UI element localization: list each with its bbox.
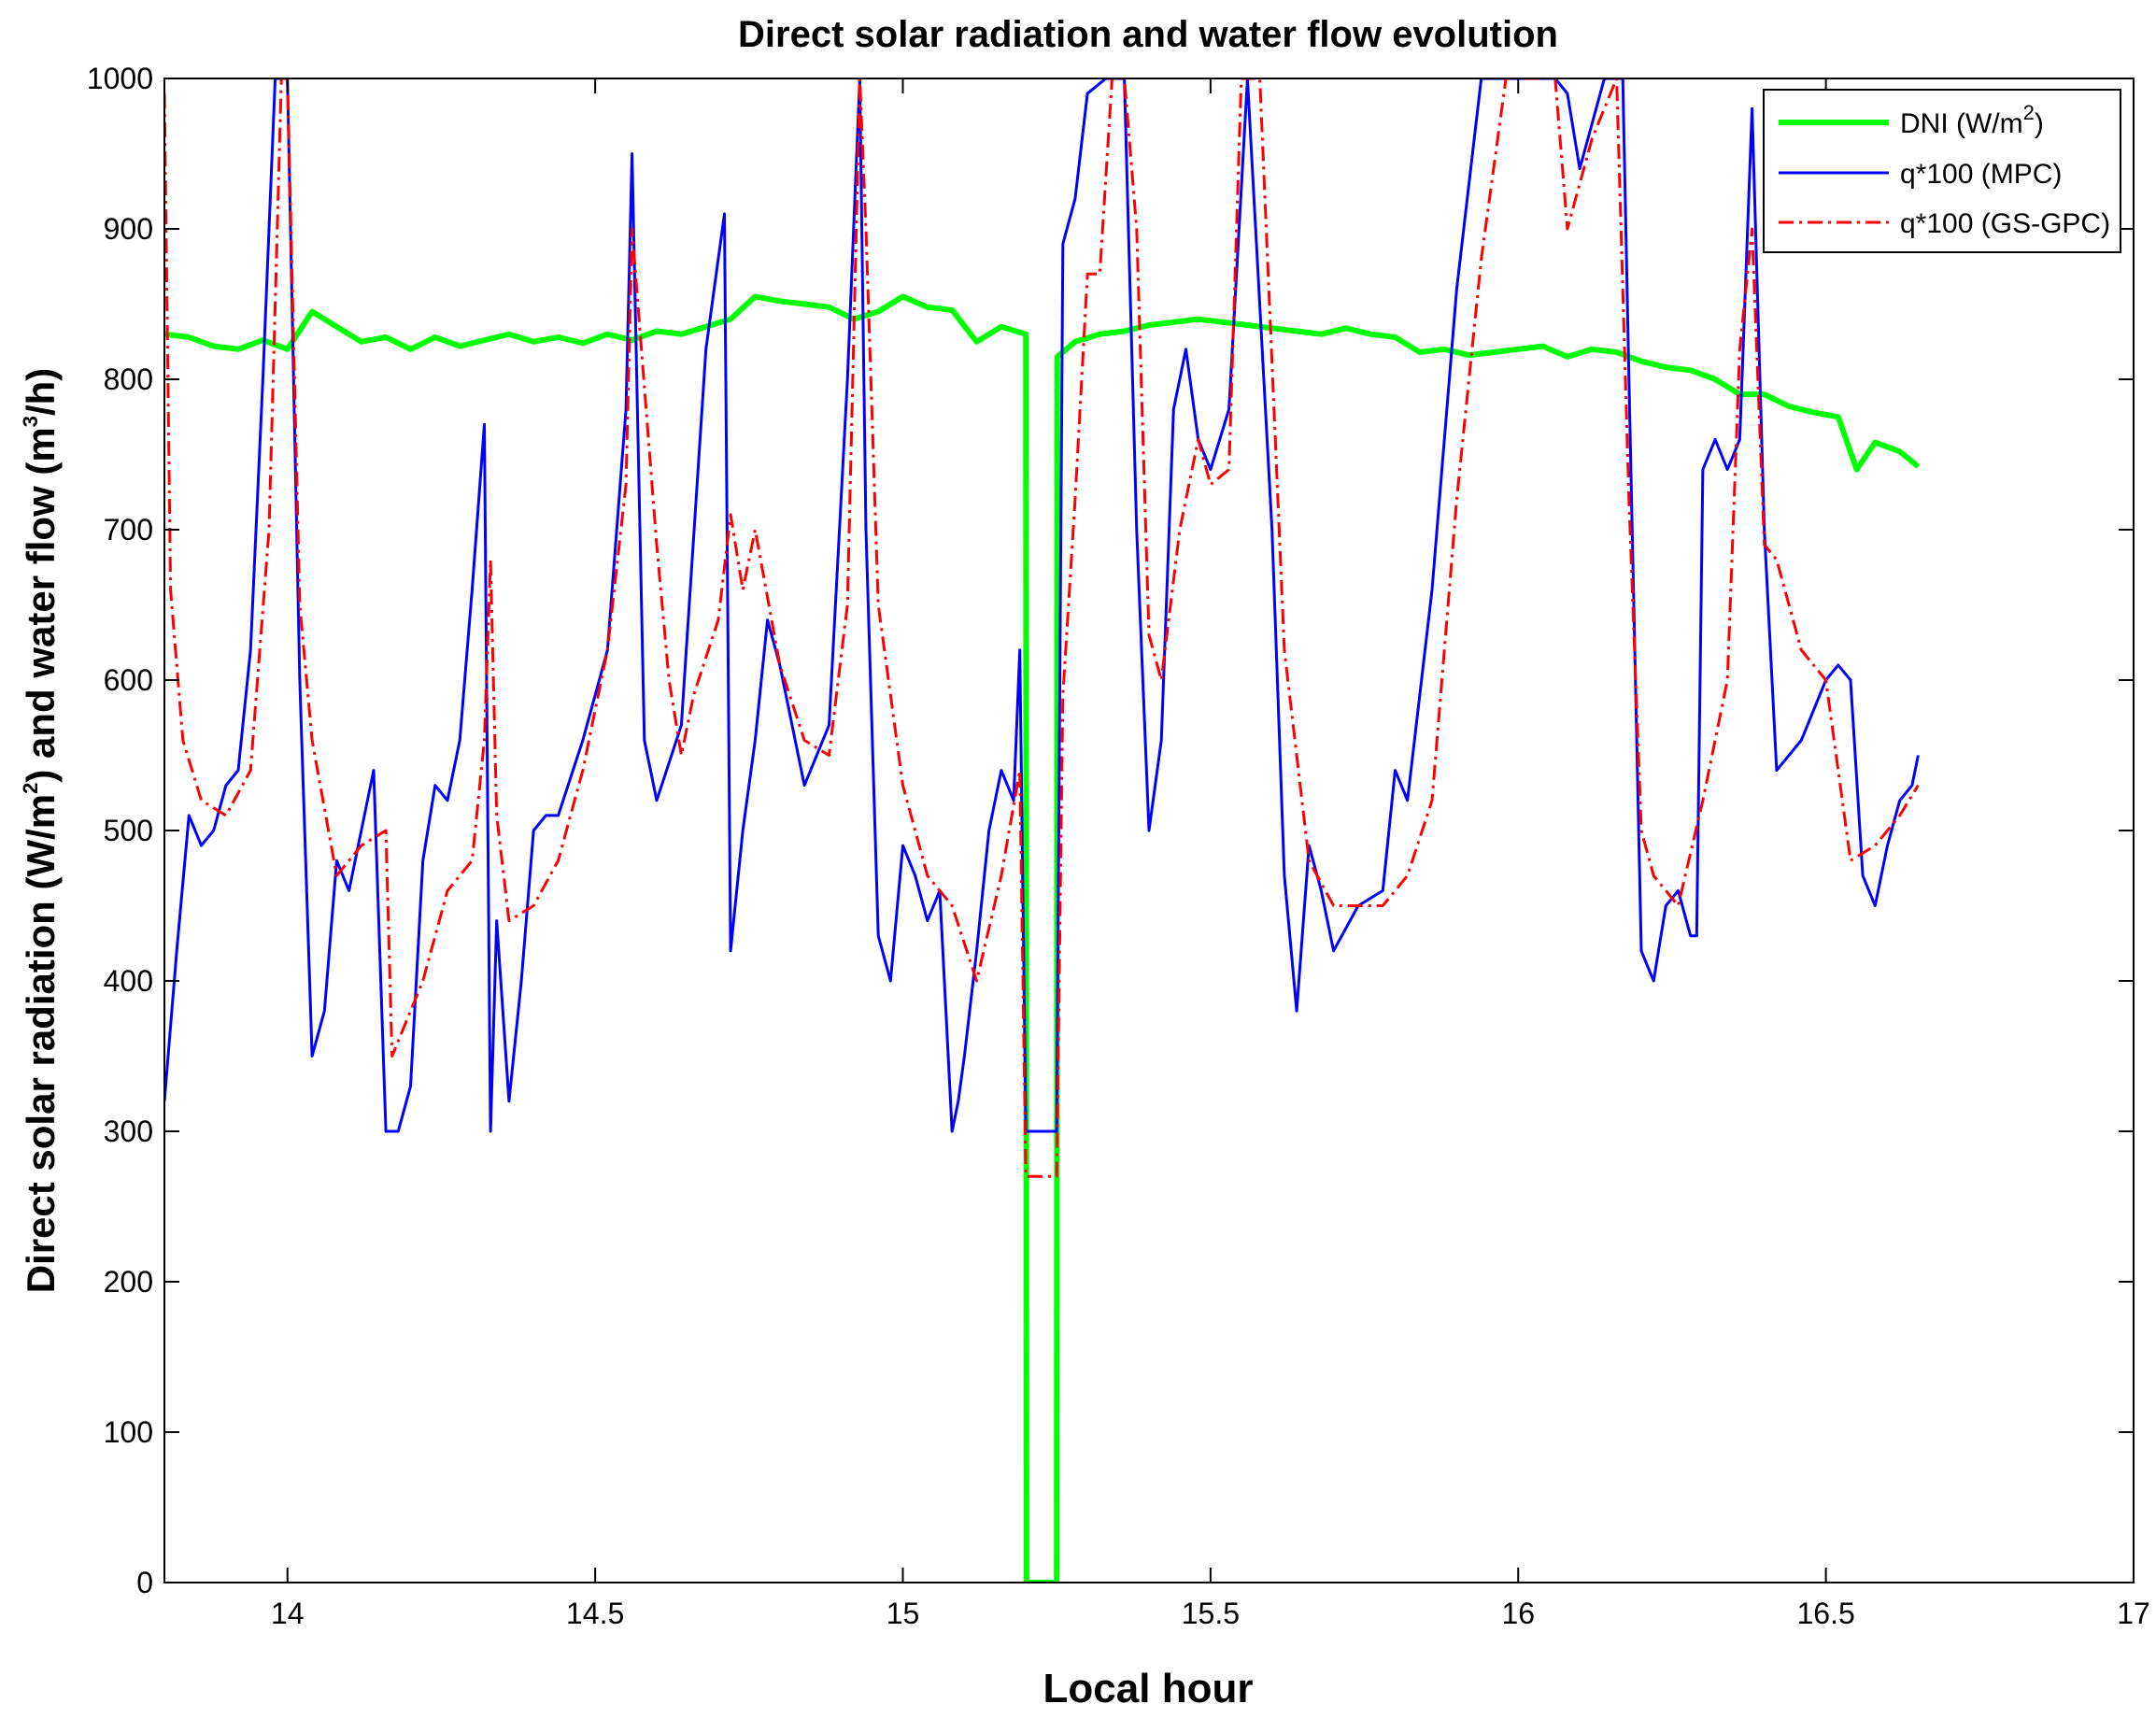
legend-box (1763, 89, 2121, 253)
y-axis: 0 100 200 300 400 500 600 700 800 900 1000 (87, 62, 2134, 1599)
x-tick-label: 16.5 (1796, 1597, 1854, 1630)
y-tick-label: 700 (104, 513, 153, 547)
y-tick-label: 600 (104, 663, 153, 697)
y-axis-label-part-1: Direct solar radiation (W/m (19, 794, 63, 1293)
y-axis-label-part-2: ) and water flow (m (19, 427, 63, 782)
x-tick-label: 14 (271, 1597, 305, 1630)
y-tick-label: 300 (104, 1115, 153, 1148)
chart-title: Direct solar radiation and water flow ev… (738, 14, 1558, 55)
x-tick-label: 17 (2117, 1597, 2150, 1630)
legend-label-dni: DNI (W/m (1900, 108, 2023, 139)
y-tick-label: 400 (104, 964, 153, 998)
y-axis-label-sup-1: 2 (19, 783, 42, 794)
legend-label-gsgpc: q*100 (GS-GPC) (1900, 208, 2110, 239)
y-tick-label: 100 (104, 1415, 153, 1449)
series-layer (164, 78, 1921, 1583)
x-tick-label: 15 (887, 1597, 920, 1630)
legend: DNI (W/m2) q*100 (MPC) q*100 (GS-GPC) (1763, 89, 2121, 253)
y-tick-label: 500 (104, 814, 153, 847)
legend-label-mpc: q*100 (MPC) (1900, 159, 2062, 190)
y-axis-label-sup-2: 3 (19, 416, 42, 427)
series-line-gsgpc (164, 78, 1920, 1178)
series-line-mpc (164, 78, 1920, 1133)
y-tick-label: 0 (136, 1566, 153, 1599)
legend-entry-dni: DNI (W/m2) (1900, 101, 2044, 139)
legend-label-dni-suffix: ) (2035, 108, 2044, 139)
series-line-dni (164, 293, 1921, 1583)
y-tick-label: 900 (104, 212, 153, 246)
y-axis-label-part-3: /h) (19, 368, 63, 416)
y-tick-label: 800 (104, 362, 153, 396)
legend-label-dni-sup: 2 (2023, 101, 2035, 124)
y-tick-label: 1000 (87, 62, 153, 95)
y-tick-label: 200 (104, 1265, 153, 1299)
x-axis: 14 14.5 15 15.5 16 16.5 17 (271, 78, 2150, 1630)
x-tick-label: 16 (1501, 1597, 1535, 1630)
x-axis-label: Local hour (1043, 1666, 1254, 1711)
y-axis-label: Direct solar radiation (W/m2) and water … (19, 368, 63, 1294)
x-tick-label: 14.5 (566, 1597, 624, 1630)
x-tick-label: 15.5 (1182, 1597, 1240, 1630)
